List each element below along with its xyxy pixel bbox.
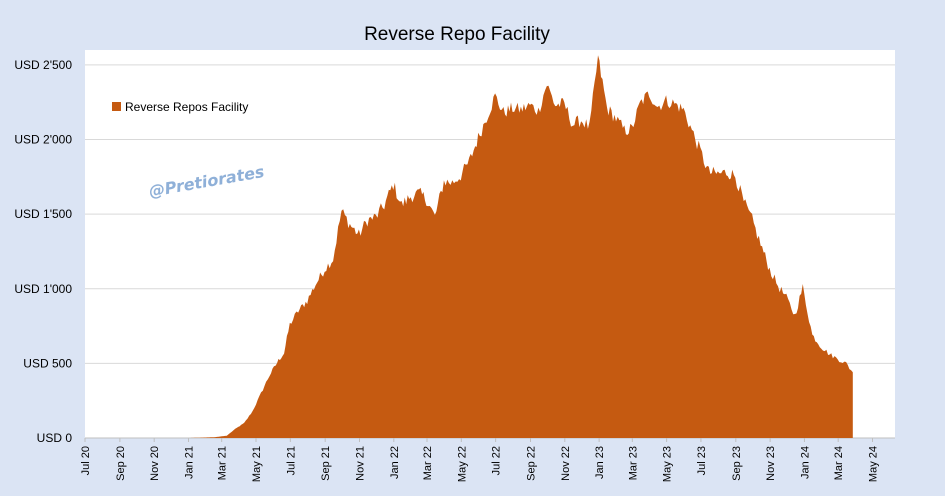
x-tick-label: Jan 24 [799, 446, 811, 479]
area-series-reverse-repos [85, 55, 853, 438]
y-axis: USD 0 USD 500 USD 1'000 USD 1'500 USD 2'000 U… [14, 58, 72, 445]
x-tick-label: Mar 21 [217, 446, 229, 480]
y-tick-label: USD 2'000 [14, 133, 72, 147]
x-tick-label: Sep 21 [320, 446, 332, 481]
y-tick-label: USD 1'500 [14, 207, 72, 221]
y-tick-label: USD 0 [37, 431, 73, 445]
x-tick-label: May 21 [251, 446, 263, 482]
x-tick-label: Mar 23 [627, 446, 639, 480]
x-tick-label: Nov 20 [149, 446, 161, 481]
x-tick-label: Jan 23 [594, 446, 606, 479]
y-tick-label: USD 500 [23, 356, 72, 370]
x-tick-label: Sep 20 [115, 446, 127, 481]
x-tick-label: Sep 23 [731, 446, 743, 481]
x-tick-label: Jul 23 [696, 446, 708, 475]
x-tick-label: May 22 [456, 446, 468, 482]
x-tick-label: Mar 24 [833, 446, 845, 480]
x-tick-label: Nov 23 [765, 446, 777, 481]
legend-label: Reverse Repos Facility [125, 100, 248, 114]
x-tick-label: May 23 [662, 446, 674, 482]
chart-title: Reverse Repo Facility [364, 24, 550, 45]
legend: Reverse Repos Facility [112, 100, 248, 114]
x-tick-label: May 24 [868, 446, 880, 482]
x-tick-label: Mar 22 [422, 446, 434, 480]
x-tick-label: Jul 21 [285, 446, 297, 475]
y-tick-label: USD 1'000 [14, 282, 72, 296]
x-tick-label: Nov 22 [560, 446, 572, 481]
y-tick-label: USD 2'500 [14, 58, 72, 72]
area-layer [85, 55, 853, 438]
x-tick-label: Sep 22 [526, 446, 538, 481]
x-tick-label: Jan 22 [389, 446, 401, 479]
x-tick-label: Nov 21 [355, 446, 367, 481]
x-tick-label: Jul 20 [80, 446, 92, 475]
x-axis: Jul 20 Sep 20 Nov 20 Jan 21 Mar 21 May 21 Jul … [80, 438, 880, 482]
x-tick-label: Jan 21 [184, 446, 196, 479]
legend-swatch [112, 102, 121, 111]
x-tick-label: Jul 22 [491, 446, 503, 475]
